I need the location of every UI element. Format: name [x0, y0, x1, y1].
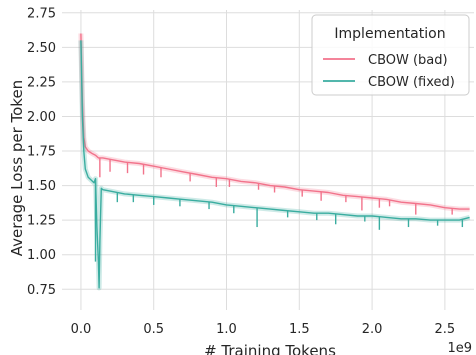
legend-entry-fixed: CBOW (fixed) — [368, 75, 455, 90]
x-tick-label: 0.0 — [71, 322, 92, 337]
series-1 — [78, 40, 471, 291]
y-tick-label: 1.25 — [27, 214, 56, 229]
series-layer — [78, 33, 471, 291]
legend-title: Implementation — [334, 26, 445, 42]
y-tick-label: 2.00 — [27, 110, 56, 125]
y-tick-label: 2.75 — [27, 6, 56, 21]
series-0 — [78, 33, 470, 215]
x-tick-label: 1.5 — [289, 322, 310, 337]
x-tick-label: 0.5 — [143, 322, 164, 337]
y-tick-label: 1.50 — [27, 179, 56, 194]
legend: Implementation CBOW (bad) CBOW (fixed) — [311, 14, 470, 96]
x-tick-label: 2.0 — [362, 322, 383, 337]
x-axis-label: # Training Tokens — [204, 342, 336, 355]
y-tick-label: 2.25 — [27, 75, 56, 90]
y-tick-label: 2.50 — [27, 41, 56, 56]
x-axis-offset-label: 1e9 — [447, 341, 472, 355]
legend-box — [311, 14, 470, 96]
x-axis-ticks: 0.0 0.5 1.0 1.5 2.0 2.5 — [71, 322, 456, 337]
legend-entry-bad: CBOW (bad) — [368, 53, 448, 68]
y-tick-label: 1.75 — [27, 145, 56, 160]
series-line — [80, 33, 470, 210]
x-tick-label: 1.0 — [216, 322, 237, 337]
y-axis-ticks: 0.75 1.00 1.25 1.50 1.75 2.00 2.25 2.50 2.75 — [27, 6, 56, 297]
x-tick-label: 2.5 — [435, 322, 456, 337]
y-axis-label: Average Loss per Token — [8, 80, 26, 256]
y-tick-label: 1.00 — [27, 248, 56, 263]
y-tick-label: 0.75 — [27, 283, 56, 298]
